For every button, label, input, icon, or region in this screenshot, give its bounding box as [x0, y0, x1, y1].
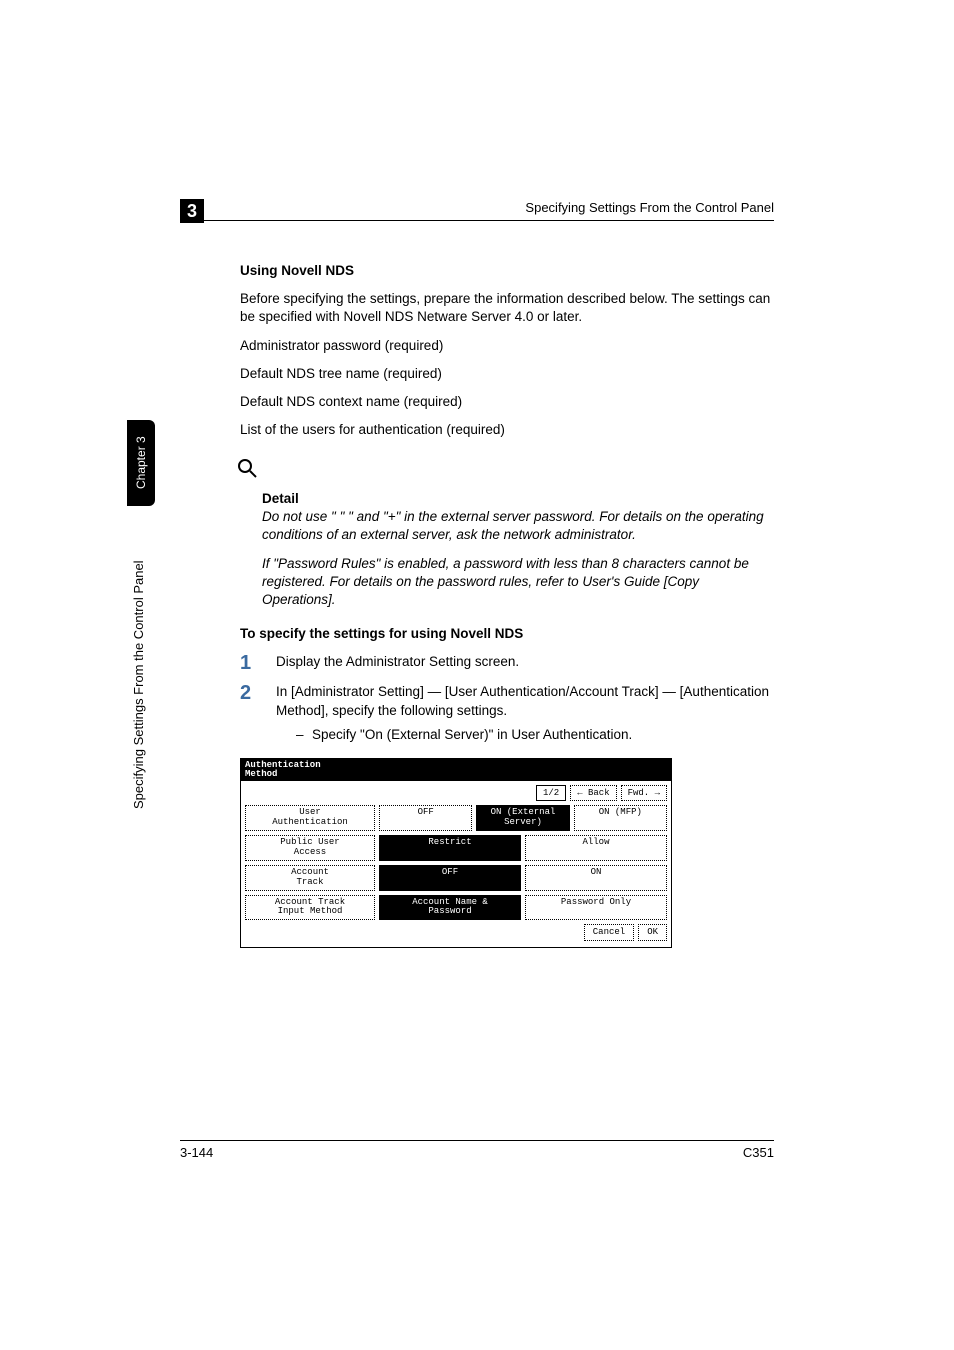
row-label-input-method: Account TrackInput Method	[245, 895, 375, 921]
section-heading: Using Novell NDS	[240, 262, 774, 280]
header-rule	[180, 220, 774, 221]
panel-title: Authentication Method	[241, 759, 671, 781]
magnifier-icon	[236, 456, 258, 488]
step-row: 1 Display the Administrator Setting scre…	[240, 653, 774, 673]
intro-paragraph: Before specifying the settings, prepare …	[240, 290, 774, 326]
option-password-only[interactable]: Password Only	[525, 895, 667, 921]
side-chapter-tab: Chapter 3	[127, 420, 155, 506]
page: 3 Specifying Settings From the Control P…	[0, 0, 954, 1350]
running-header: Specifying Settings From the Control Pan…	[525, 200, 774, 215]
page-footer: 3-144 C351	[180, 1140, 774, 1160]
side-vertical-label: Specifying Settings From the Control Pan…	[131, 535, 151, 835]
panel-action-row: Cancel OK	[245, 924, 667, 940]
step-number: 2	[240, 683, 258, 744]
step-number: 1	[240, 653, 258, 673]
back-button[interactable]: ← Back	[570, 785, 616, 801]
panel-row: Account TrackInput Method Account Name &…	[245, 895, 667, 921]
cancel-button[interactable]: Cancel	[584, 924, 634, 940]
option-restrict[interactable]: Restrict	[379, 835, 521, 861]
detail-heading: Detail	[262, 490, 774, 508]
row-label-account-track: AccountTrack	[245, 865, 375, 891]
panel-row: AccountTrack OFF ON	[245, 865, 667, 891]
panel-title-line2: Method	[245, 769, 277, 779]
row-label-user-auth: UserAuthentication	[245, 805, 375, 831]
requirement-line: Default NDS context name (required)	[240, 393, 774, 411]
option-on[interactable]: ON	[525, 865, 667, 891]
ok-button[interactable]: OK	[638, 924, 667, 940]
panel-screenshot: Authentication Method 1/2 ← Back Fwd. → …	[240, 758, 672, 947]
model-label: C351	[743, 1145, 774, 1160]
option-on-external[interactable]: ON (ExternalServer)	[476, 805, 569, 831]
panel-body: 1/2 ← Back Fwd. → UserAuthentication OFF…	[241, 781, 671, 946]
option-off[interactable]: OFF	[379, 865, 521, 891]
requirement-line: Default NDS tree name (required)	[240, 365, 774, 383]
bullet-text: Specify "On (External Server)" in User A…	[312, 727, 632, 742]
panel-row: Public UserAccess Restrict Allow	[245, 835, 667, 861]
option-name-password[interactable]: Account Name &Password	[379, 895, 521, 921]
step-text-inner: In [Administrator Setting] — [User Authe…	[276, 684, 769, 717]
main-content: Using Novell NDS Before specifying the s…	[240, 262, 774, 948]
page-number: 3-144	[180, 1145, 213, 1160]
option-off[interactable]: OFF	[379, 805, 472, 831]
step-row: 2 In [Administrator Setting] — [User Aut…	[240, 683, 774, 744]
requirement-line: Administrator password (required)	[240, 337, 774, 355]
row-label-public-user: Public UserAccess	[245, 835, 375, 861]
panel-row: UserAuthentication OFF ON (ExternalServe…	[245, 805, 667, 831]
step-bullet: Specify "On (External Server)" in User A…	[312, 726, 774, 744]
page-indicator: 1/2	[536, 785, 566, 801]
panel-pagination-row: 1/2 ← Back Fwd. →	[245, 785, 667, 801]
requirement-line: List of the users for authentication (re…	[240, 421, 774, 439]
option-allow[interactable]: Allow	[525, 835, 667, 861]
step-text: Display the Administrator Setting screen…	[276, 653, 774, 673]
procedure-heading: To specify the settings for using Novell…	[240, 625, 774, 643]
detail-paragraph: If "Password Rules" is enabled, a passwo…	[262, 555, 774, 610]
fwd-button[interactable]: Fwd. →	[621, 785, 667, 801]
option-on-mfp[interactable]: ON (MFP)	[574, 805, 667, 831]
detail-paragraph: Do not use " " " and "+" in the external…	[262, 508, 774, 544]
step-text: In [Administrator Setting] — [User Authe…	[276, 683, 774, 744]
